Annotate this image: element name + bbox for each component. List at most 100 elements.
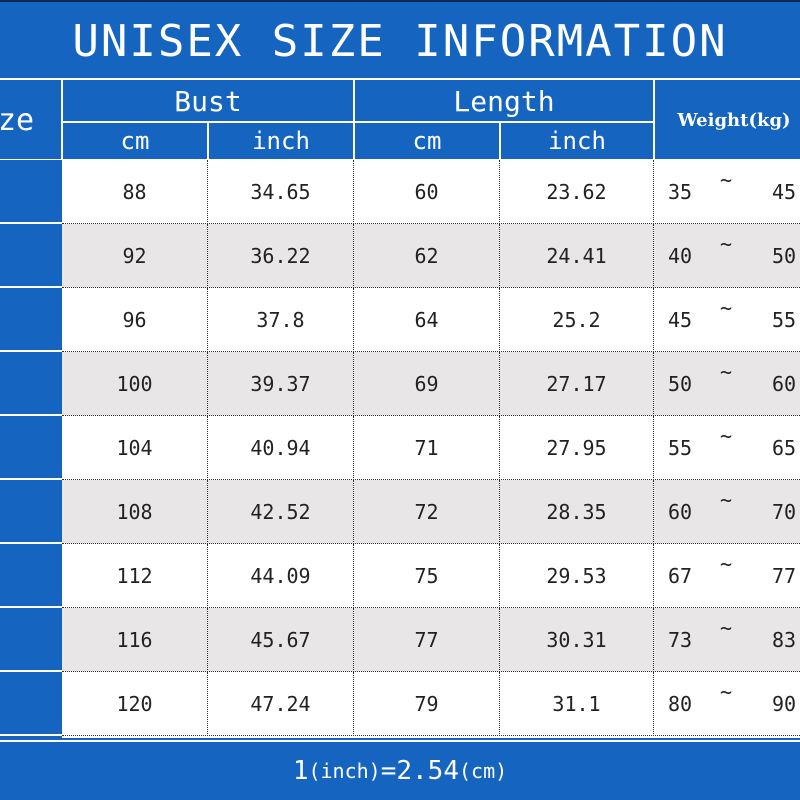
- weight-range-tilde: ~: [720, 680, 733, 704]
- header-divider: [207, 122, 209, 160]
- length-cm-header: cm: [412, 127, 442, 155]
- header-top-line: [0, 78, 800, 80]
- weight-min: 55: [668, 436, 693, 460]
- weight-cell: 50 ~60: [654, 352, 800, 416]
- weight-min: 60: [668, 500, 693, 524]
- bust-cm-cell: 92: [62, 224, 208, 288]
- length-cm-cell: 75: [354, 544, 500, 608]
- size-column-header: ze: [0, 102, 35, 138]
- size-cell: [0, 352, 62, 416]
- length-header: Length: [453, 84, 555, 118]
- bust-cm-cell: 100: [62, 352, 208, 416]
- length-cm-cell: 62: [354, 224, 500, 288]
- size-cell: [0, 416, 62, 480]
- table-row: 88 34.65 60 23.62 35 ~45: [62, 160, 800, 224]
- table-row: 96 37.8 64 25.2 45 ~55: [62, 288, 800, 352]
- weight-cell: 67 ~77: [654, 544, 800, 608]
- bust-cm-cell: 108: [62, 480, 208, 544]
- weight-cell: 35 ~45: [654, 160, 800, 224]
- size-column: [0, 160, 62, 738]
- bust-inch-header: inch: [252, 127, 310, 155]
- length-inch-cell: 30.31: [500, 608, 654, 672]
- bust-inch-cell: 42.52: [208, 480, 354, 544]
- table-row: 104 40.94 71 27.95 55 ~65: [62, 416, 800, 480]
- length-inch-cell: 27.17: [500, 352, 654, 416]
- weight-range-tilde: ~: [720, 232, 733, 256]
- weight-range-tilde: ~: [720, 616, 733, 640]
- bust-cm-cell: 96: [62, 288, 208, 352]
- weight-max: 45: [772, 180, 797, 204]
- page-title: UNISEX SIZE INFORMATION: [0, 0, 800, 80]
- weight-cell: 80 ~90: [654, 672, 800, 736]
- table-row: 120 47.24 79 31.1 80 ~90: [62, 672, 800, 736]
- header-divider: [61, 80, 63, 160]
- header-divider: [653, 80, 655, 160]
- header-mid-line: [62, 121, 654, 123]
- weight-header: Weight(kg): [677, 109, 791, 131]
- weight-min: 50: [668, 372, 693, 396]
- weight-min: 35: [668, 180, 693, 204]
- footer-inch-unit: (inch): [308, 759, 381, 783]
- length-cm-cell: 60: [354, 160, 500, 224]
- weight-max: 83: [772, 628, 797, 652]
- footer-equals: =2.54: [380, 756, 459, 786]
- bust-inch-cell: 45.67: [208, 608, 354, 672]
- weight-cell: 40 ~50: [654, 224, 800, 288]
- size-cell: [0, 608, 62, 672]
- length-cm-cell: 72: [354, 480, 500, 544]
- footer-one: 1: [292, 756, 309, 786]
- bust-inch-cell: 47.24: [208, 672, 354, 736]
- length-cm-cell: 79: [354, 672, 500, 736]
- table-row: 112 44.09 75 29.53 67 ~77: [62, 544, 800, 608]
- length-cm-cell: 64: [354, 288, 500, 352]
- bust-cm-cell: 120: [62, 672, 208, 736]
- length-inch-cell: 31.1: [500, 672, 654, 736]
- weight-max: 77: [772, 564, 797, 588]
- size-cell: [0, 224, 62, 288]
- length-inch-cell: 23.62: [500, 160, 654, 224]
- weight-max: 70: [772, 500, 797, 524]
- weight-range-tilde: ~: [720, 296, 733, 320]
- conversion-footer: 1 (inch) =2.54 (cm): [0, 740, 800, 800]
- weight-range-tilde: ~: [720, 424, 733, 448]
- length-inch-cell: 24.41: [500, 224, 654, 288]
- weight-min: 67: [668, 564, 693, 588]
- weight-min: 80: [668, 692, 693, 716]
- table-row: 100 39.37 69 27.17 50 ~60: [62, 352, 800, 416]
- bust-inch-cell: 44.09: [208, 544, 354, 608]
- length-cm-cell: 71: [354, 416, 500, 480]
- table-row: 92 36.22 62 24.41 40 ~50: [62, 224, 800, 288]
- weight-cell: 55 ~65: [654, 416, 800, 480]
- length-inch-header: inch: [548, 127, 606, 155]
- size-cell: [0, 480, 62, 544]
- size-table-body: 88 34.65 60 23.62 35 ~45 92 36.22 62 24.41 40 ~50 96…: [62, 160, 800, 738]
- length-inch-cell: 25.2: [500, 288, 654, 352]
- weight-cell: 60 ~70: [654, 480, 800, 544]
- length-inch-cell: 29.53: [500, 544, 654, 608]
- bust-cm-cell: 112: [62, 544, 208, 608]
- weight-cell: 45 ~55: [654, 288, 800, 352]
- weight-min: 40: [668, 244, 693, 268]
- size-cell: [0, 160, 62, 224]
- bust-inch-cell: 37.8: [208, 288, 354, 352]
- size-cell: [0, 544, 62, 608]
- bust-inch-cell: 36.22: [208, 224, 354, 288]
- length-inch-cell: 27.95: [500, 416, 654, 480]
- size-cell: [0, 288, 62, 352]
- table-row: 116 45.67 77 30.31 73 ~83: [62, 608, 800, 672]
- bust-cm-cell: 104: [62, 416, 208, 480]
- length-cm-cell: 77: [354, 608, 500, 672]
- weight-range-tilde: ~: [720, 168, 733, 192]
- weight-max: 65: [772, 436, 797, 460]
- size-cell: [0, 672, 62, 736]
- bust-inch-cell: 39.37: [208, 352, 354, 416]
- weight-range-tilde: ~: [720, 552, 733, 576]
- header-divider: [499, 122, 501, 160]
- weight-range-tilde: ~: [720, 360, 733, 384]
- weight-min: 73: [668, 628, 693, 652]
- table-row: 108 42.52 72 28.35 60 ~70: [62, 480, 800, 544]
- bust-cm-header: cm: [120, 127, 150, 155]
- weight-max: 50: [772, 244, 797, 268]
- bust-inch-cell: 40.94: [208, 416, 354, 480]
- bust-cm-cell: 88: [62, 160, 208, 224]
